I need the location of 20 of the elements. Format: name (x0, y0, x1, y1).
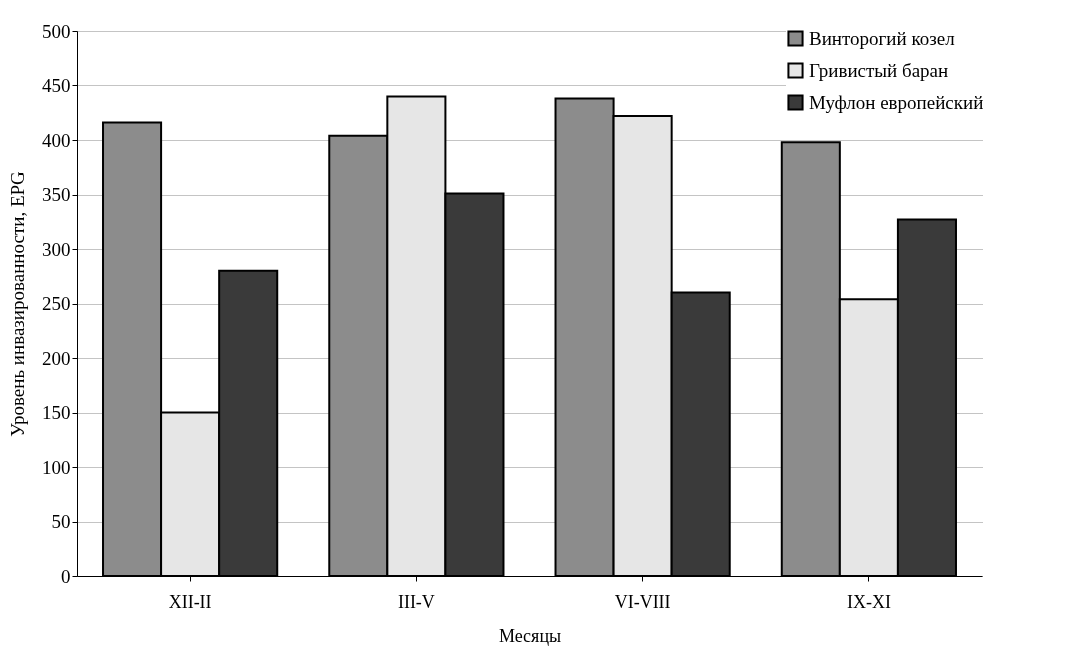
y-tick-label: 100 (42, 456, 71, 478)
legend-label: Муфлон европейский (809, 91, 984, 113)
y-tick-label: 300 (42, 238, 71, 260)
x-tick-label: XII-II (168, 591, 212, 612)
y-tick-label: 150 (42, 402, 71, 423)
y-tick-label: 200 (42, 347, 71, 369)
y-tick-label: 350 (42, 184, 71, 205)
legend-label: Винторогий козел (809, 27, 956, 49)
x-tick-label: VI-VIII (614, 591, 671, 612)
y-tick-label: 250 (42, 293, 71, 314)
y-tick-label: 400 (42, 129, 71, 151)
y-tick-label: 50 (51, 511, 71, 532)
y-tick-label: 500 (42, 20, 71, 42)
x-tick-label: IX-XI (846, 591, 891, 612)
x-axis-title: Месяцы (498, 625, 562, 646)
y-tick-label: 450 (42, 75, 71, 96)
y-axis-title: Уровень инвазированности, EPG (7, 170, 28, 437)
legend-label: Гривистый баран (809, 59, 949, 81)
x-tick-label: III-V (397, 591, 435, 612)
y-tick-label: 0 (61, 565, 71, 587)
